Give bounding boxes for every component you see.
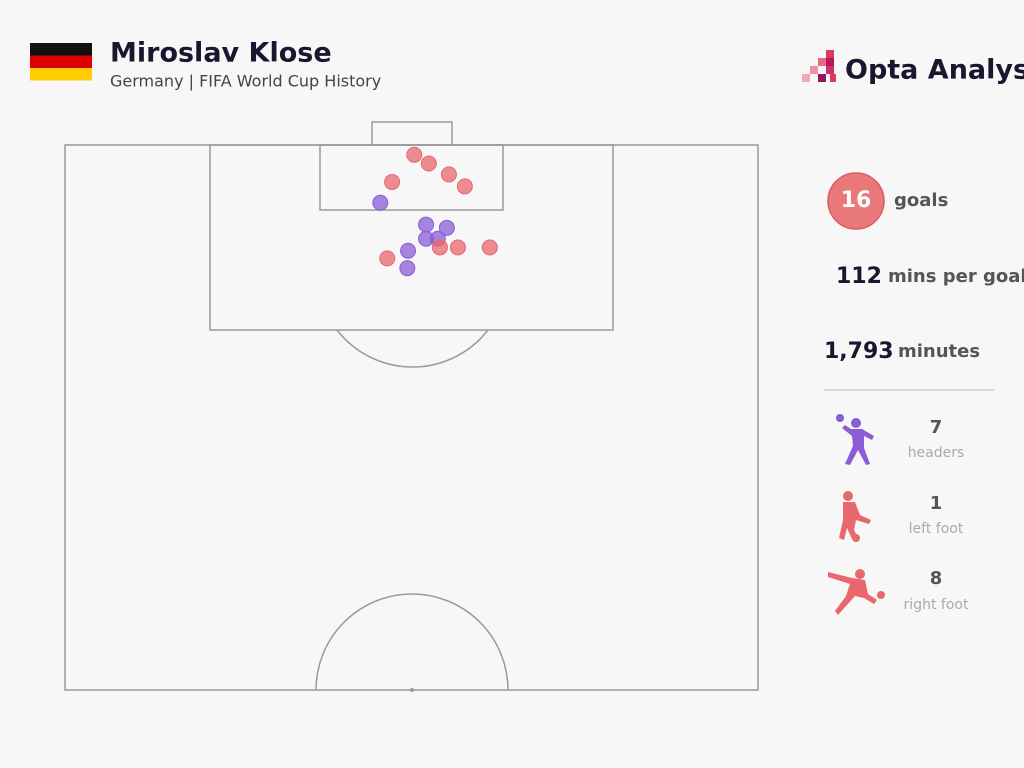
shot [481,239,498,256]
title: Miroslav Klose [110,38,332,69]
logo-icon [802,50,836,82]
shot [406,146,423,163]
brand: Opta Analyst [845,55,1024,86]
shot [449,239,466,256]
pitch [64,121,759,692]
flag [30,55,92,68]
shot [418,216,435,233]
stat-label: minutes [898,341,980,362]
stat-value: 112 [836,264,882,289]
shot [456,178,473,195]
stat-label: mins per goal [888,266,1024,287]
breakdown-value: 1 [930,493,943,514]
shot [384,174,401,191]
shot [399,260,416,277]
shot [431,239,448,256]
shot [372,194,389,211]
subtitle: Germany | FIFA World Cup History [110,72,381,91]
shot [420,155,437,172]
breakdown-value: 8 [930,568,943,589]
stat-value: 1,793 [824,339,894,364]
shot [440,166,457,183]
shot [400,242,417,259]
flag [30,43,92,56]
breakdown-label: right foot [904,597,969,613]
left-foot-icon [839,491,871,542]
stat-label: goals [894,190,948,211]
right-foot-icon [828,569,885,615]
breakdown-value: 7 [930,417,943,438]
breakdown-label: headers [908,445,965,461]
shot [379,250,396,267]
stat-value: 16 [841,188,872,213]
goals-badge [827,172,885,230]
shot [438,219,455,236]
header-icon [836,414,874,465]
flag [30,68,92,81]
breakdown-label: left foot [909,521,964,537]
